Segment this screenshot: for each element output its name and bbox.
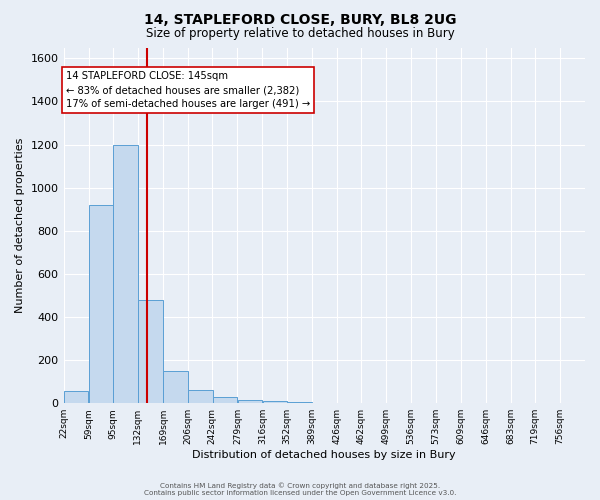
Bar [138, 300, 163, 403]
Bar [89, 205, 113, 403]
Text: 14, STAPLEFORD CLOSE, BURY, BL8 2UG: 14, STAPLEFORD CLOSE, BURY, BL8 2UG [144, 12, 456, 26]
Bar [64, 392, 88, 403]
Text: Size of property relative to detached houses in Bury: Size of property relative to detached ho… [146, 28, 454, 40]
Text: Contains HM Land Registry data © Crown copyright and database right 2025.: Contains HM Land Registry data © Crown c… [160, 482, 440, 489]
Bar [263, 401, 287, 403]
Y-axis label: Number of detached properties: Number of detached properties [15, 138, 25, 313]
Bar [238, 400, 262, 403]
Bar [113, 144, 137, 403]
Bar [188, 390, 213, 403]
Text: Contains public sector information licensed under the Open Government Licence v3: Contains public sector information licen… [144, 490, 456, 496]
Bar [287, 402, 311, 403]
Bar [212, 396, 237, 403]
Bar [163, 371, 188, 403]
X-axis label: Distribution of detached houses by size in Bury: Distribution of detached houses by size … [193, 450, 456, 460]
Text: 14 STAPLEFORD CLOSE: 145sqm
← 83% of detached houses are smaller (2,382)
17% of : 14 STAPLEFORD CLOSE: 145sqm ← 83% of det… [65, 71, 310, 109]
